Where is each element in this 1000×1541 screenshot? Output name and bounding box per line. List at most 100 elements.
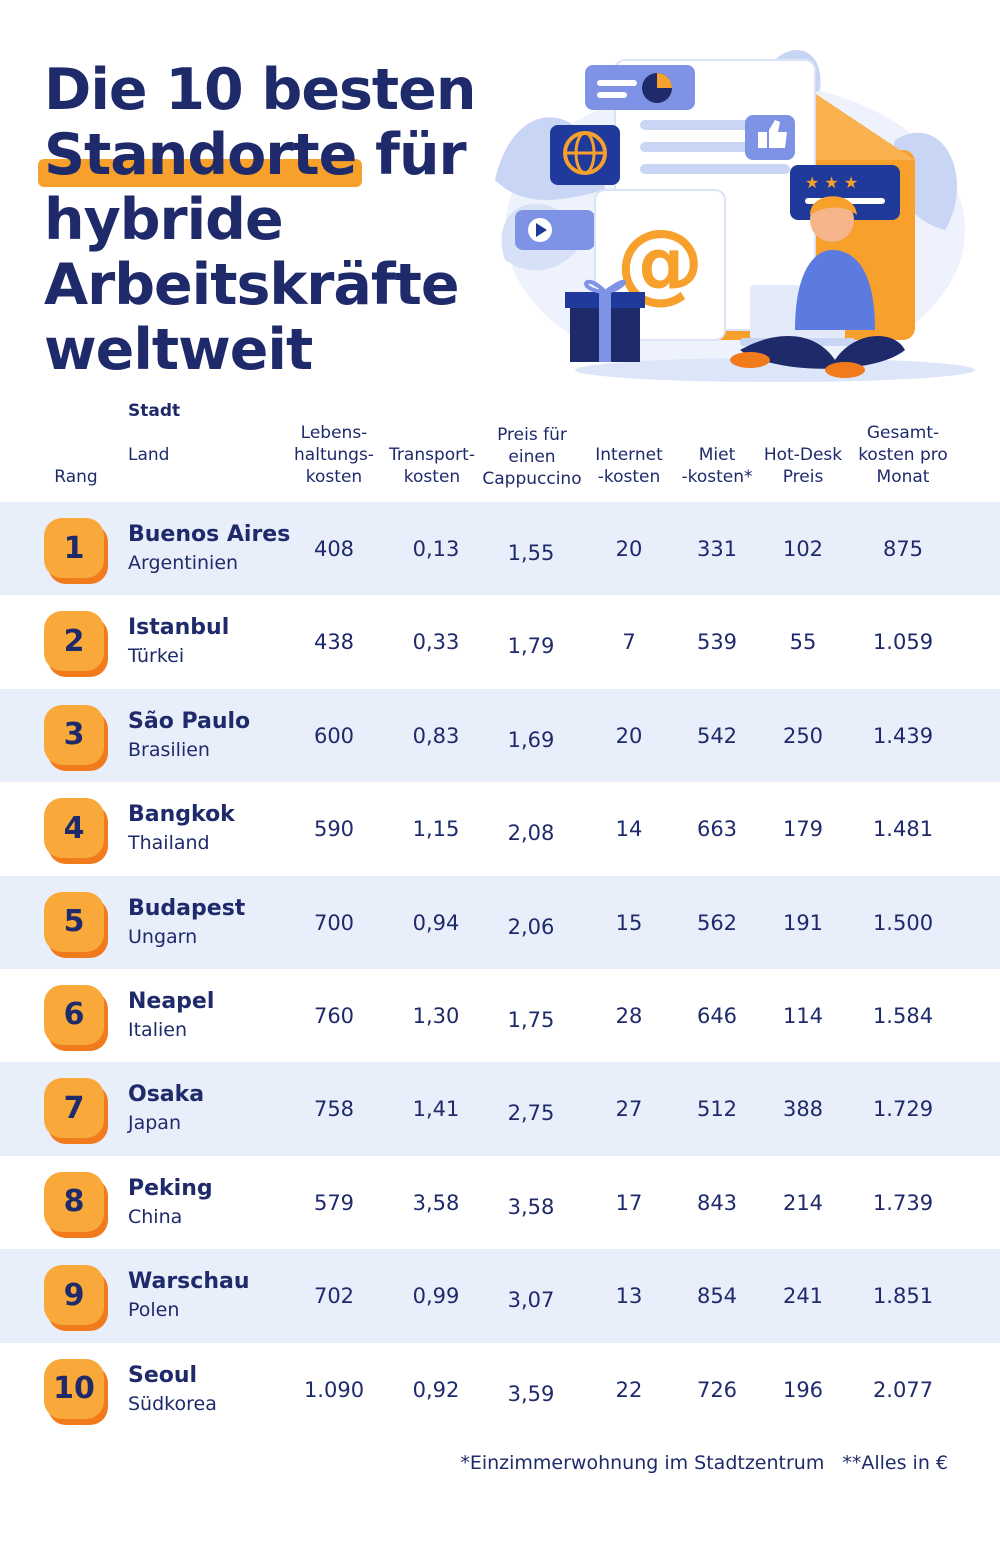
cell-living: 1.090 [303, 1377, 365, 1402]
globe-icon [550, 125, 620, 185]
cell-total: 1.729 [872, 1097, 934, 1122]
cell-cappuccino: 1,55 [507, 541, 555, 565]
cell-hotdesk: 179 [782, 817, 824, 842]
cell-living: 590 [313, 817, 355, 842]
cell-transport: 0,13 [412, 537, 460, 561]
rank-badge: 2 [44, 611, 108, 678]
ranking-table: 1 Buenos Aires Argentinien 408 0,13 1,55 20 331… [0, 502, 1000, 1436]
table-header: Rang Stadt Land Lebens- haltungs- kosten… [0, 401, 1000, 498]
cell-living: 700 [313, 910, 355, 935]
country-name: China [128, 1205, 183, 1228]
rank-badge: 3 [44, 704, 108, 771]
cell-transport: 1,15 [412, 817, 460, 842]
country-name: Thailand [128, 832, 210, 855]
city-name: Buenos Aires [128, 522, 291, 547]
header-rank: Rang [54, 467, 98, 487]
city-name: Warschau [128, 1269, 250, 1295]
cell-hotdesk: 55 [789, 630, 817, 655]
rank-number: 1 [44, 518, 104, 578]
cell-total: 2.077 [872, 1377, 934, 1402]
table-row: 3 São Paulo Brasilien 600 0,83 1,69 20 542 250 1.… [0, 688, 1000, 783]
cell-cappuccino: 3,07 [507, 1288, 555, 1313]
country-name: Polen [128, 1299, 180, 1322]
header-city: Stadt [128, 401, 181, 421]
cell-internet: 17 [615, 1190, 643, 1215]
cell-living: 438 [313, 630, 355, 655]
svg-text:★ ★ ★: ★ ★ ★ [805, 173, 858, 192]
city-name: Neapel [128, 988, 215, 1014]
header-cappuccino-price: Preis für einen Cappuccino [482, 425, 582, 489]
rank-badge: 1 [44, 518, 108, 584]
cell-rent: 542 [696, 723, 738, 748]
table-row: 5 Budapest Ungarn 700 0,94 2,06 15 562 191 1.500 [0, 875, 1000, 969]
city-name: Seoul [128, 1362, 198, 1388]
cell-rent: 843 [696, 1190, 738, 1215]
rank-badge: 10 [44, 1358, 108, 1425]
cell-rent: 854 [696, 1284, 738, 1309]
country-name: Ungarn [128, 925, 198, 948]
rank-number: 4 [44, 798, 104, 859]
cell-total: 875 [882, 537, 924, 561]
cell-total: 1.059 [872, 630, 934, 655]
city-name: Peking [128, 1175, 213, 1201]
rank-badge: 9 [44, 1265, 108, 1332]
cell-rent: 331 [696, 537, 738, 561]
rank-badge: 5 [44, 891, 108, 958]
cell-rent: 539 [696, 630, 738, 655]
table-row: 10 Seoul Südkorea 1.090 0,92 3,59 22 726 196 2.07… [0, 1343, 1000, 1436]
table-row: 1 Buenos Aires Argentinien 408 0,13 1,55 20 331… [0, 502, 1000, 596]
title-line-2: Standorte für [38, 122, 474, 188]
cell-cappuccino: 1,79 [507, 634, 555, 659]
cell-internet: 13 [615, 1284, 643, 1309]
title-line-2-rest: für [356, 122, 467, 188]
rent-footnote: *Einzimmerwohnung im Stadtzentrum [460, 1452, 825, 1474]
header-country: Land [128, 445, 170, 465]
cell-transport: 1,30 [412, 1003, 460, 1028]
gift-icon [565, 279, 645, 362]
cell-total: 1.500 [872, 910, 934, 935]
rank-number: 8 [44, 1171, 104, 1232]
cell-internet: 20 [615, 723, 643, 748]
cell-cappuccino: 3,59 [507, 1381, 555, 1406]
cell-cappuccino: 2,75 [507, 1101, 555, 1126]
rank-badge: 4 [44, 798, 108, 865]
header-city-country: Stadt Land [128, 378, 248, 488]
cell-rent: 726 [696, 1377, 738, 1402]
rank-number: 9 [44, 1265, 104, 1326]
play-icon [515, 210, 595, 250]
person-icon [730, 196, 905, 378]
country-name: Südkorea [128, 1392, 217, 1415]
city-name: Istanbul [128, 615, 230, 641]
cell-living: 579 [313, 1190, 355, 1215]
cell-cappuccino: 3,58 [507, 1194, 555, 1219]
cell-transport: 3,58 [412, 1190, 460, 1215]
cell-hotdesk: 196 [782, 1377, 824, 1402]
cell-internet: 27 [615, 1097, 643, 1122]
city-name: Bangkok [128, 802, 235, 828]
cell-rent: 663 [696, 817, 738, 842]
cell-living: 758 [313, 1097, 355, 1122]
cell-rent: 562 [696, 910, 738, 935]
rank-number: 7 [44, 1078, 104, 1139]
cell-living: 600 [313, 723, 355, 748]
cell-hotdesk: 191 [782, 910, 824, 935]
table-row: 4 Bangkok Thailand 590 1,15 2,08 14 663 179 1.481 [0, 782, 1000, 875]
cell-transport: 1,41 [412, 1097, 460, 1122]
rank-number: 6 [44, 984, 104, 1045]
cell-living: 760 [313, 1003, 355, 1028]
cell-transport: 0,99 [412, 1284, 460, 1309]
country-name: Türkei [128, 645, 185, 668]
title-highlight: Standorte [38, 122, 363, 188]
title-highlight-text: Standorte [44, 122, 357, 188]
cell-internet: 20 [615, 537, 643, 561]
cell-transport: 0,92 [412, 1377, 460, 1402]
cell-cappuccino: 1,69 [507, 727, 555, 752]
cell-internet: 22 [615, 1377, 643, 1402]
table-row: 7 Osaka Japan 758 1,41 2,75 27 512 388 1.729 [0, 1062, 1000, 1156]
cell-total: 1.481 [872, 817, 934, 842]
header-total-costs: Gesamt- kosten pro Monat [858, 423, 948, 487]
table-row: 6 Neapel Italien 760 1,30 1,75 28 646 114 1.584 [0, 969, 1000, 1062]
country-name: Brasilien [128, 738, 210, 761]
cell-total: 1.584 [872, 1003, 934, 1028]
cell-total: 1.439 [872, 723, 934, 748]
